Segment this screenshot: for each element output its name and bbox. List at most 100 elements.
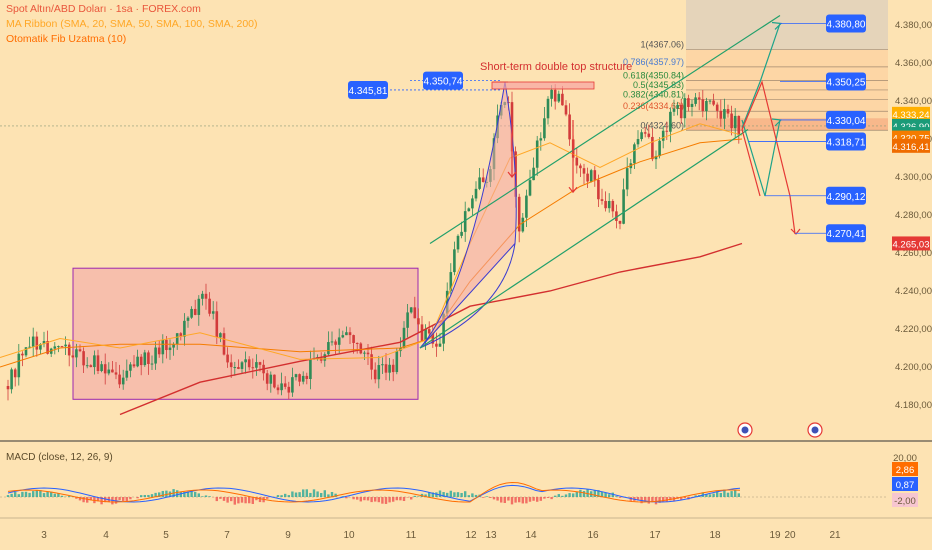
candle-body xyxy=(701,99,705,112)
candle-body xyxy=(643,132,647,134)
macd-histogram-bar xyxy=(294,492,298,497)
candle-body xyxy=(179,333,183,337)
price-label-box xyxy=(892,236,930,251)
candle-body xyxy=(13,369,17,378)
macd-histogram-bar xyxy=(597,490,600,497)
candle-body xyxy=(463,211,467,232)
y-tick-label: 4.200,00 xyxy=(895,362,932,373)
macd-histogram-bar xyxy=(10,493,13,497)
macd-legend[interactable]: MACD (close, 12, 26, 9) xyxy=(6,452,113,463)
macd-histogram-bar xyxy=(716,491,719,497)
macd-histogram-bar xyxy=(474,494,478,497)
candle-body xyxy=(96,355,100,372)
candle-body xyxy=(528,180,532,196)
macd-histogram-bar xyxy=(406,497,409,498)
candle-body xyxy=(719,110,723,119)
candle-body xyxy=(323,354,327,361)
macd-histogram-bar xyxy=(136,497,139,499)
candle-body xyxy=(283,383,287,387)
level-label-box xyxy=(826,72,866,91)
macd-histogram-bar xyxy=(572,493,575,497)
candle-body xyxy=(273,374,276,388)
macd-histogram-bar xyxy=(240,497,244,503)
macd-histogram-bar xyxy=(564,494,568,497)
macd-histogram-bar xyxy=(46,491,49,497)
candle-body xyxy=(377,365,381,380)
candle-body xyxy=(111,369,114,373)
macd-histogram-bar xyxy=(568,493,571,497)
candle-body xyxy=(201,293,204,299)
level-label-box xyxy=(826,224,866,243)
level-label-box xyxy=(826,132,866,151)
y-tick-label: 4.300,00 xyxy=(895,172,932,183)
candle-body xyxy=(449,272,453,291)
candle-body xyxy=(579,165,582,169)
candle-body xyxy=(75,349,78,358)
candle-body xyxy=(165,339,168,351)
fib-extension-legend[interactable]: Otomatik Fib Uzatma (10) xyxy=(6,33,127,45)
macd-histogram-bar xyxy=(723,489,726,497)
double-top-arc xyxy=(419,243,516,349)
signal-line xyxy=(7,481,741,503)
macd-histogram-bar xyxy=(388,497,391,503)
candle-body xyxy=(24,347,28,356)
macd-histogram-bar xyxy=(665,497,668,502)
candle-body xyxy=(294,374,298,378)
macd-histogram-bar xyxy=(258,497,262,503)
double-top-shape xyxy=(419,81,517,349)
macd-histogram-bar xyxy=(208,496,211,497)
macd-histogram-bar xyxy=(528,497,532,502)
candle-body xyxy=(431,333,435,344)
macd-histogram-bar xyxy=(35,489,38,497)
candle-body xyxy=(78,349,82,352)
macd-histogram-bar xyxy=(122,497,125,501)
macd-histogram-bar xyxy=(532,497,535,501)
down-arrow-head xyxy=(507,171,517,178)
candle-body xyxy=(409,307,413,313)
symbol-title[interactable]: Spot Altın/ABD Doları · 1sa · FOREX.com xyxy=(6,3,201,15)
price-label-text: 4.316,41 xyxy=(893,142,930,153)
x-tick-label: 12 xyxy=(465,530,477,541)
candle-body xyxy=(582,168,586,174)
candle-body xyxy=(391,364,395,373)
macd-histogram-bar xyxy=(644,497,647,502)
macd-histogram-bar xyxy=(482,497,485,498)
macd-axis-box xyxy=(892,493,918,507)
candle-body xyxy=(636,139,640,145)
x-tick-label: 20 xyxy=(784,530,796,541)
candle-body xyxy=(121,377,125,385)
macd-histogram-bar xyxy=(712,493,715,497)
macd-histogram-bar xyxy=(53,493,56,497)
candle-body xyxy=(107,369,111,374)
fib-level-label: 1(4367.06) xyxy=(640,40,684,50)
candle-body xyxy=(424,329,427,342)
macd-histogram-bar xyxy=(582,491,586,497)
candle-body xyxy=(543,118,546,139)
down-arrow-head xyxy=(568,186,578,194)
candle-body xyxy=(53,346,57,349)
macd-histogram-bar xyxy=(230,497,233,502)
candle-body xyxy=(607,200,611,209)
candle-body xyxy=(370,354,373,370)
candle-body xyxy=(150,363,154,365)
macd-histogram-bar xyxy=(485,496,488,497)
level-label-box xyxy=(826,14,866,33)
macd-histogram-bar xyxy=(672,497,676,502)
macd-histogram-bar xyxy=(158,492,161,497)
macd-histogram-bar xyxy=(737,493,740,497)
macd-histogram-bar xyxy=(17,494,20,497)
candle-body xyxy=(67,344,71,356)
candle-body xyxy=(309,358,312,379)
candle-body xyxy=(17,353,21,378)
candle-body xyxy=(10,369,13,390)
macd-histogram-bar xyxy=(82,497,85,503)
macd-histogram-bar xyxy=(118,497,121,501)
macd-histogram-bar xyxy=(39,490,42,497)
candle-body xyxy=(690,103,694,107)
macd-histogram-bar xyxy=(374,497,377,502)
macd-histogram-bar xyxy=(492,497,496,500)
ma-ribbon-legend[interactable]: MA Ribbon (SMA, 20, SMA, 50, SMA, 100, S… xyxy=(6,18,258,30)
candle-body xyxy=(237,367,240,369)
candle-body xyxy=(211,311,215,314)
